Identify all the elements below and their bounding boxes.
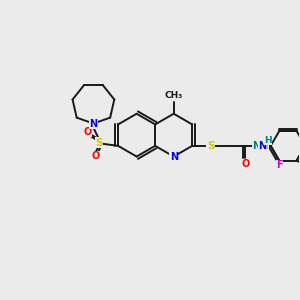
Text: S: S <box>95 138 103 148</box>
Text: N: N <box>89 118 98 128</box>
Text: H: H <box>264 136 272 145</box>
Text: S: S <box>207 141 214 151</box>
Text: O: O <box>83 127 92 136</box>
Text: O: O <box>91 151 99 161</box>
Text: N: N <box>259 141 267 151</box>
Text: CH₃: CH₃ <box>165 92 183 100</box>
Text: H: H <box>259 141 267 151</box>
Text: N: N <box>169 152 178 161</box>
Text: F: F <box>276 160 283 170</box>
Text: O: O <box>241 159 250 169</box>
Text: NH: NH <box>252 141 268 151</box>
